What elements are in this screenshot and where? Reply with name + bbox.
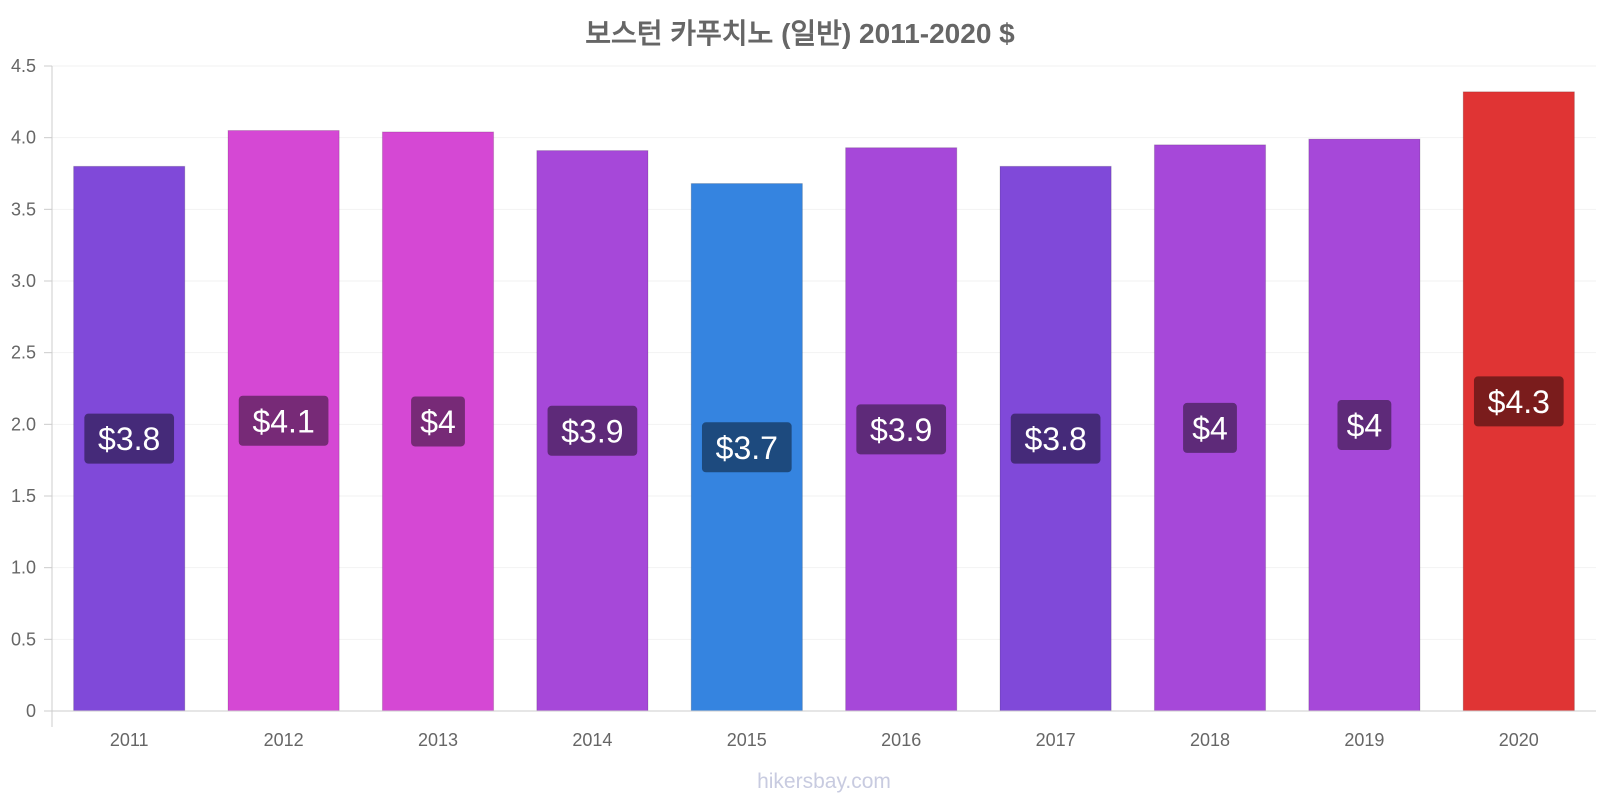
x-tick-label: 2020 bbox=[1499, 730, 1539, 750]
data-label-box bbox=[1473, 376, 1564, 427]
chart-title: 보스턴 카푸치노 (일반) 2011-2020 $ bbox=[585, 18, 1015, 49]
data-label-box bbox=[238, 395, 329, 446]
data-label: $3.9 bbox=[870, 412, 932, 448]
x-tick-label: 2013 bbox=[418, 730, 458, 750]
y-axis-ticks: 0 0.5 1.0 1.5 2.0 2.5 3.0 3.5 4.0 4.5 bbox=[11, 56, 52, 721]
data-label-box bbox=[547, 405, 638, 456]
data-label-box bbox=[856, 404, 947, 455]
data-label-box bbox=[1183, 402, 1237, 453]
x-tick-label: 2019 bbox=[1344, 730, 1384, 750]
y-tick-label: 3.5 bbox=[11, 199, 36, 219]
y-tick-label: 3.0 bbox=[11, 271, 36, 291]
y-tick-label: 1.5 bbox=[11, 486, 36, 506]
y-tick-label: 2.0 bbox=[11, 414, 36, 434]
data-label-box bbox=[84, 413, 175, 464]
data-label-box bbox=[1010, 413, 1101, 464]
y-tick-label: 0 bbox=[26, 701, 36, 721]
data-label: $3.8 bbox=[98, 421, 160, 457]
data-label: $3.8 bbox=[1024, 421, 1086, 457]
data-label: $3.9 bbox=[561, 413, 623, 449]
x-tick-label: 2014 bbox=[572, 730, 612, 750]
y-tick-label: 1.0 bbox=[11, 558, 36, 578]
data-label: $4.3 bbox=[1488, 384, 1550, 420]
x-tick-label: 2015 bbox=[727, 730, 767, 750]
data-label: $3.7 bbox=[716, 430, 778, 466]
y-tick-label: 4.0 bbox=[11, 128, 36, 148]
x-tick-label: 2012 bbox=[264, 730, 304, 750]
data-label-box bbox=[411, 396, 465, 447]
x-axis-ticks: 2011 2012 2013 2014 2015 2016 2017 2018 2019 2020 bbox=[110, 730, 1539, 750]
y-tick-label: 4.5 bbox=[11, 56, 36, 76]
x-tick-label: 2011 bbox=[110, 730, 149, 750]
data-labels: $3.8 $4.1 $4 $3.9 $3.7 $3.9 $3.8 $4 $4 $4.3 bbox=[84, 376, 1564, 473]
data-label-box bbox=[701, 422, 792, 473]
x-tick-label: 2018 bbox=[1190, 730, 1230, 750]
x-tick-label: 2016 bbox=[881, 730, 921, 750]
y-tick-label: 2.5 bbox=[11, 343, 36, 363]
data-label: $4 bbox=[1347, 408, 1383, 444]
data-label-box bbox=[1337, 400, 1392, 451]
x-tick-label: 2017 bbox=[1036, 730, 1076, 750]
data-label: $4 bbox=[420, 404, 456, 440]
watermark: hikersbay.com bbox=[757, 770, 891, 793]
y-tick-label: 0.5 bbox=[11, 629, 36, 649]
data-label: $4.1 bbox=[252, 403, 314, 439]
data-label: $4 bbox=[1192, 410, 1228, 446]
